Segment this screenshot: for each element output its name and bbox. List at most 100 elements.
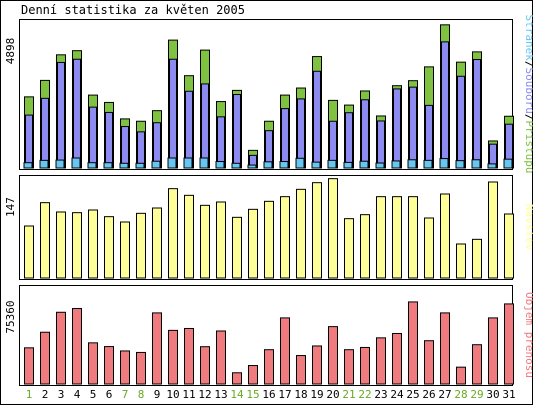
bar-traffic-day-20 — [328, 326, 338, 385]
bar-visits-day-8 — [136, 212, 146, 279]
x-tick-label: 19 — [310, 388, 323, 401]
bar-traffic-day-9 — [152, 312, 162, 385]
x-tick-label: 14 — [230, 388, 244, 401]
bar-traffic-day-3 — [56, 311, 66, 385]
bar-visits-day-24 — [392, 196, 402, 279]
bar-traffic-day-12 — [200, 346, 210, 385]
legend-entry: Přístupů — [523, 120, 533, 173]
x-tick-label: 18 — [294, 388, 307, 401]
bar-visits-day-21 — [344, 218, 354, 279]
bar-traffic-day-31 — [504, 303, 514, 385]
bar-stranek-day-16 — [263, 161, 273, 169]
bar-traffic-day-23 — [376, 337, 386, 385]
y-max-label: 147 — [4, 197, 17, 217]
bar-traffic-day-26 — [424, 340, 434, 385]
bar-souboru-day-13 — [217, 116, 225, 169]
bar-traffic-day-21 — [344, 349, 354, 385]
bar-stranek-day-31 — [503, 158, 513, 169]
bar-visits-day-11 — [184, 194, 194, 279]
bar-visits-day-1 — [24, 225, 34, 279]
bar-stranek-day-23 — [375, 162, 385, 169]
x-tick-label: 26 — [422, 388, 435, 401]
bar-traffic-day-19 — [312, 345, 322, 385]
bar-souboru-day-18 — [297, 98, 305, 169]
bar-visits-day-4 — [72, 212, 82, 279]
bar-stranek-day-24 — [391, 160, 401, 169]
bar-visits-day-2 — [40, 202, 50, 279]
bar-stranek-day-30 — [487, 163, 497, 169]
bar-souboru-day-3 — [57, 61, 65, 169]
x-tick-label: 6 — [106, 388, 113, 401]
bar-stranek-day-21 — [343, 161, 353, 169]
bar-traffic-day-24 — [392, 332, 402, 385]
bar-stranek-day-4 — [71, 157, 81, 169]
x-tick-label: 7 — [122, 388, 129, 401]
bar-souboru-day-6 — [105, 111, 113, 169]
bar-visits-day-14 — [232, 216, 242, 279]
bar-souboru-day-22 — [361, 99, 369, 169]
bar-souboru-day-12 — [201, 83, 209, 169]
bar-souboru-day-28 — [457, 75, 465, 169]
x-tick-labels: 1 2 3 4 5 6 7 8 9 10 11 12 13 14 15 16 17 18 19 20 21 22 23 24 2… — [26, 388, 516, 401]
x-tick-label: 30 — [486, 388, 499, 401]
bar-traffic-day-14 — [232, 372, 242, 385]
bar-visits-day-28 — [456, 243, 466, 279]
bar-stranek-day-15 — [247, 164, 257, 169]
x-tick-label: 15 — [246, 388, 259, 401]
bar-traffic-day-4 — [72, 308, 82, 385]
x-tick-label: 2 — [42, 388, 49, 401]
x-tick-label: 10 — [166, 388, 179, 401]
panel-traffic: 75360 Objem přenosu — [4, 285, 533, 386]
x-tick-label: 27 — [438, 388, 451, 401]
legend-entry: Souborů — [523, 68, 533, 114]
bar-traffic-day-29 — [472, 344, 482, 385]
bar-stranek-day-9 — [151, 160, 161, 169]
bar-stranek-day-26 — [423, 159, 433, 169]
bar-stranek-day-29 — [471, 159, 481, 169]
bar-visits-day-26 — [424, 217, 434, 279]
bar-souboru-day-10 — [169, 58, 177, 169]
x-tick-label: 4 — [74, 388, 81, 401]
bar-stranek-day-22 — [359, 160, 369, 169]
x-tick-label: 28 — [454, 388, 467, 401]
bar-traffic-day-5 — [88, 342, 98, 385]
bar-stranek-day-27 — [439, 158, 449, 169]
bar-souboru-day-21 — [345, 112, 353, 169]
bar-souboru-day-17 — [281, 108, 289, 169]
bar-stranek-day-25 — [407, 159, 417, 169]
legend-separator: / — [523, 61, 533, 68]
legend-hits: Stránek/Souborů/Přístupů — [523, 15, 533, 174]
bar-souboru-day-25 — [409, 86, 417, 169]
x-tick-label: 23 — [374, 388, 387, 401]
bar-stranek-day-2 — [39, 159, 49, 169]
bar-stranek-day-8 — [135, 162, 145, 169]
legend-entry: Stránek — [523, 15, 533, 62]
bar-traffic-day-25 — [408, 301, 418, 385]
x-tick-label: 5 — [90, 388, 97, 401]
bar-souboru-day-27 — [441, 41, 449, 169]
bar-traffic-day-2 — [40, 331, 50, 385]
x-tick-label: 20 — [326, 388, 339, 401]
x-tick-label: 29 — [470, 388, 483, 401]
bar-souboru-day-11 — [185, 90, 193, 169]
bar-souboru-day-26 — [425, 104, 433, 169]
bar-visits-day-7 — [120, 221, 130, 279]
bar-visits-day-29 — [472, 238, 482, 279]
legend-separator: / — [523, 114, 533, 121]
bar-stranek-day-17 — [279, 161, 289, 169]
x-tick-label: 22 — [358, 388, 371, 401]
bar-stranek-day-18 — [295, 157, 305, 169]
x-tick-label: 31 — [502, 388, 515, 401]
bar-souboru-day-19 — [313, 70, 321, 169]
bar-traffic-day-27 — [440, 312, 450, 385]
bar-traffic-day-17 — [280, 317, 290, 385]
bar-visits-day-17 — [280, 196, 290, 279]
bar-traffic-day-28 — [456, 366, 466, 385]
bar-traffic-day-22 — [360, 346, 370, 385]
bar-visits-day-6 — [104, 216, 114, 279]
bar-visits-day-10 — [168, 188, 178, 279]
x-tick-label: 9 — [154, 388, 161, 401]
bar-visits-day-20 — [328, 178, 338, 279]
